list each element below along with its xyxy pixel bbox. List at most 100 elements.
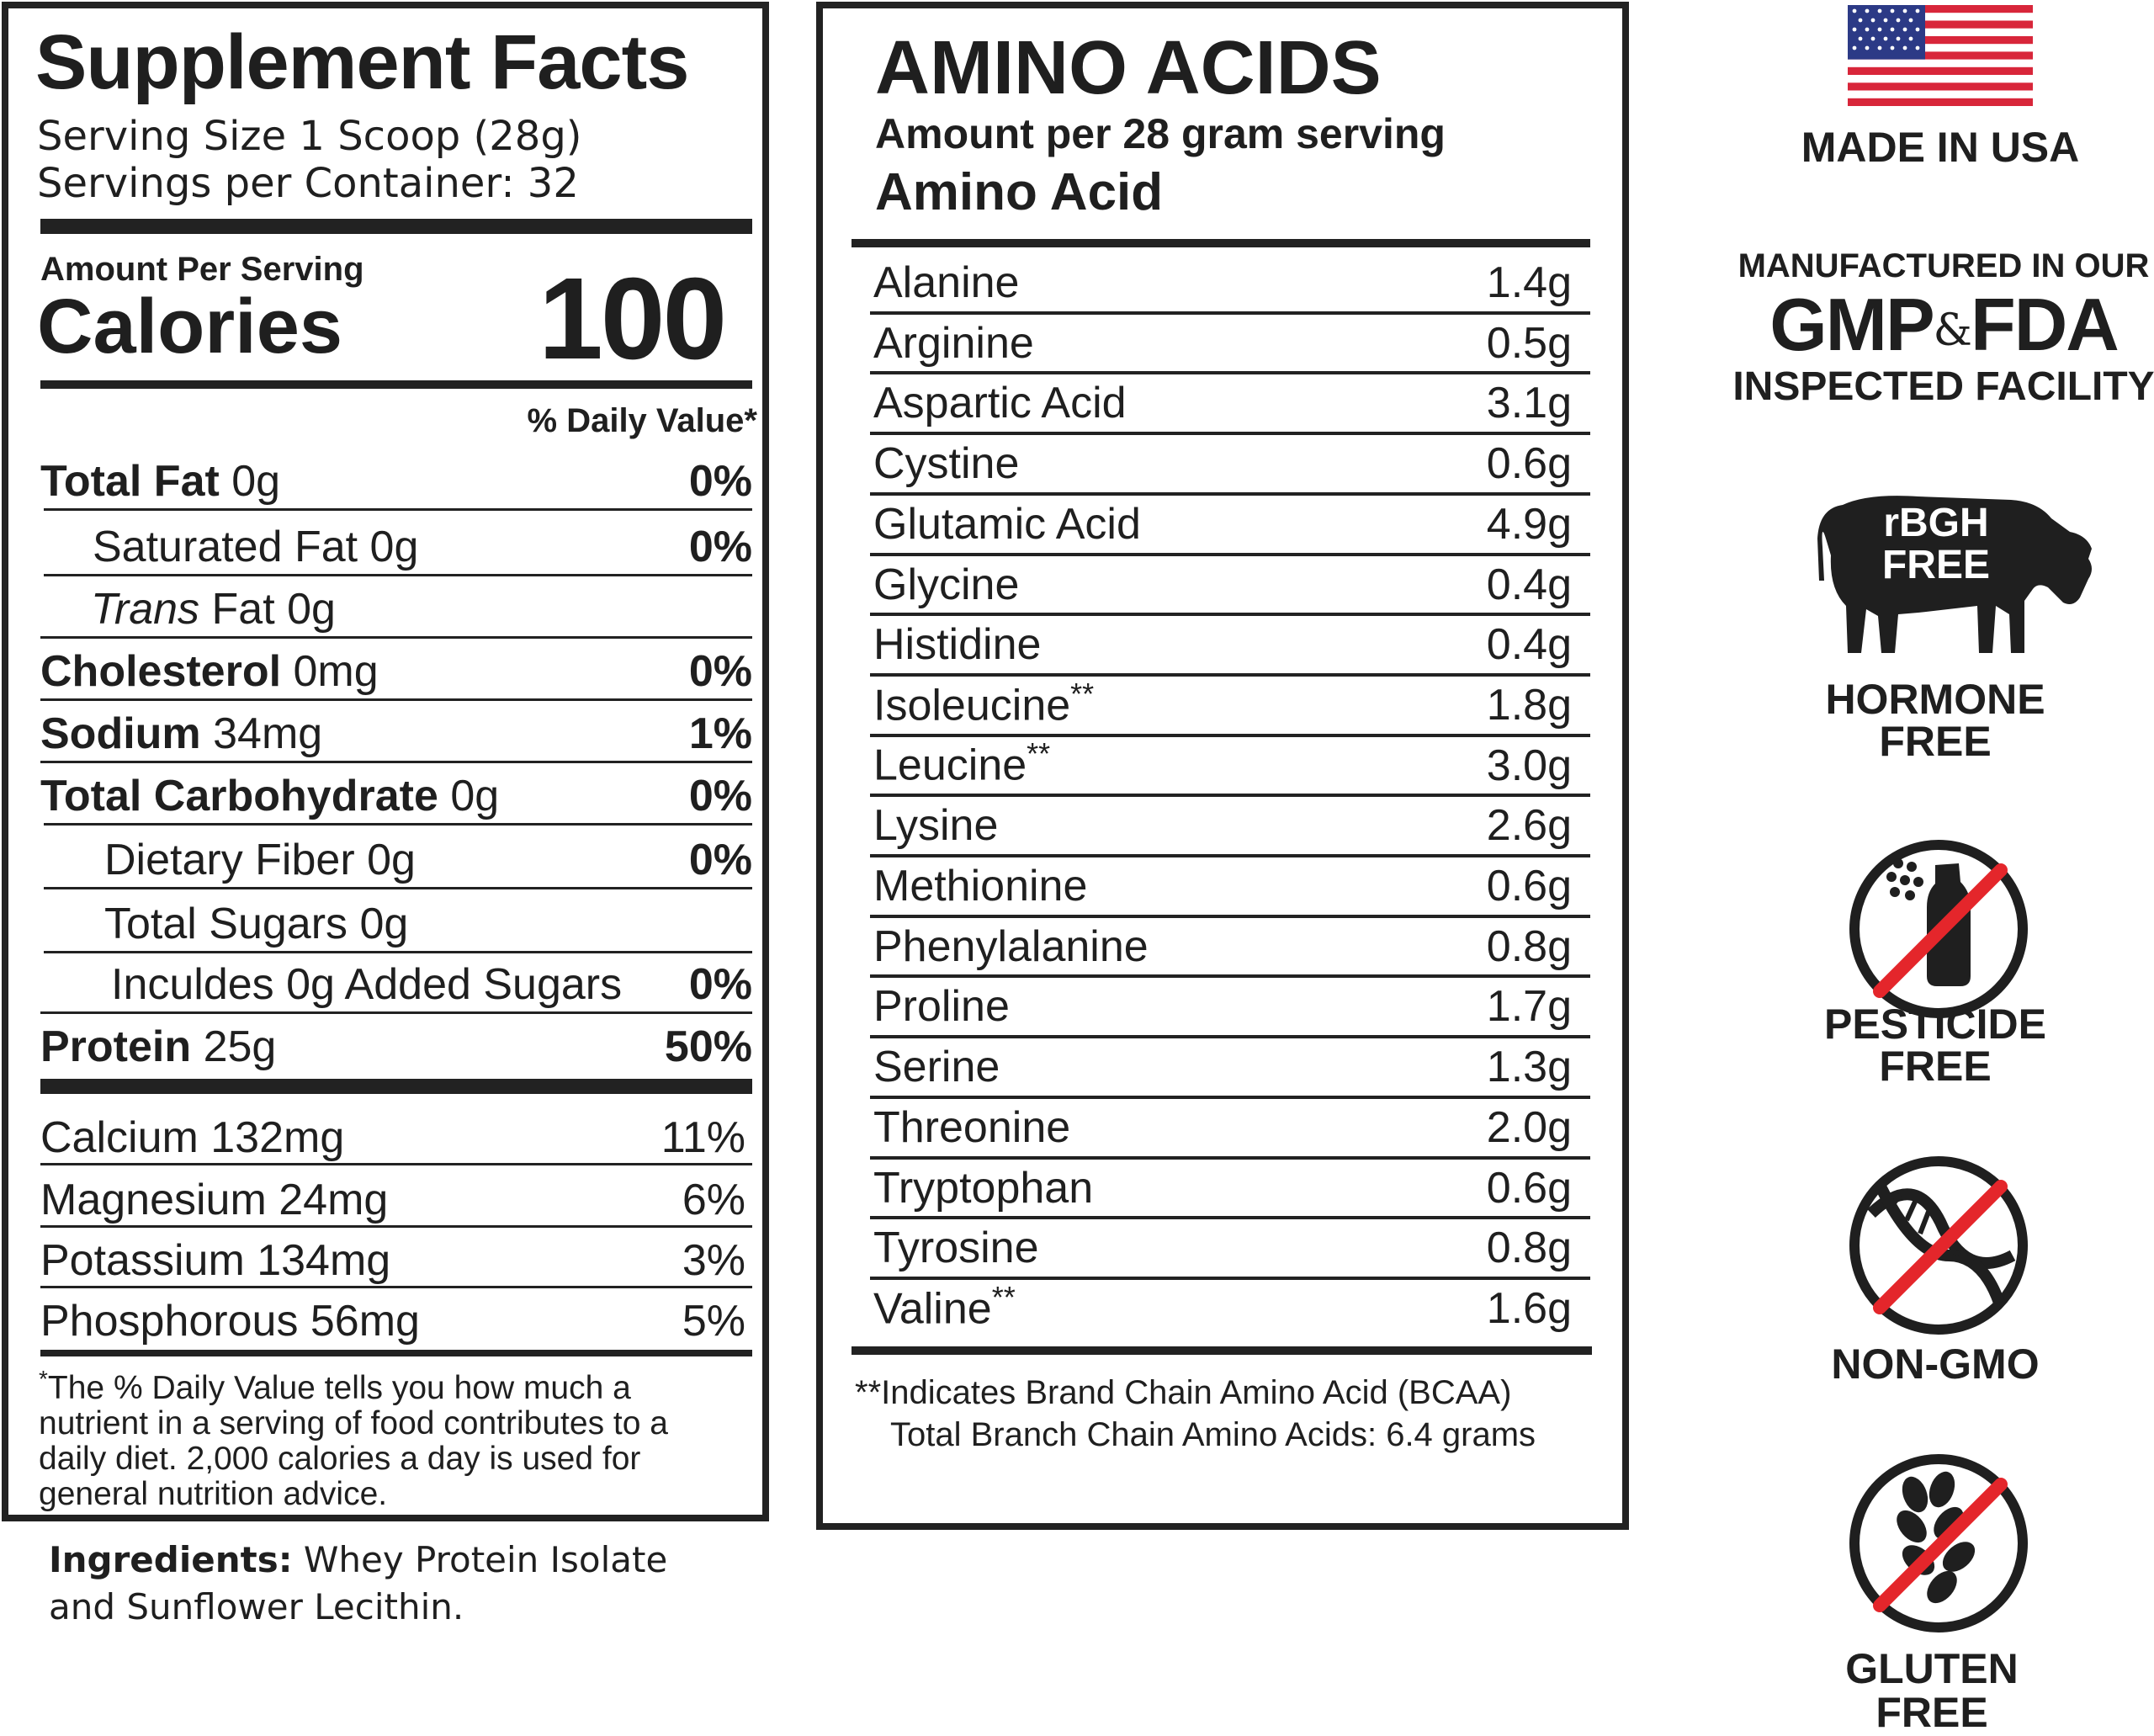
bcaa-marker: **: [991, 1279, 1016, 1314]
nutrient-amount: Total Sugars 0g: [104, 900, 409, 948]
amino-acid-amount: 1.3g: [1486, 1043, 1572, 1092]
calories-label: Calories: [37, 284, 343, 369]
amino-acid-name-cell: Aspartic Acid: [873, 381, 1127, 425]
us-flag-icon: [1848, 5, 2033, 106]
thick-divider: [40, 219, 752, 234]
row-divider: [40, 636, 752, 639]
amino-acids-panel: [816, 2, 1629, 1530]
thick-divider-2: [40, 1079, 752, 1094]
nutrient-daily-value: 0%: [688, 523, 752, 571]
amino-acid-name: Cystine: [873, 439, 1020, 489]
bcaa-note: **Indicates Brand Chain Amino Acid (BCAA…: [855, 1372, 1536, 1456]
amino-row-divider: [870, 1216, 1590, 1220]
nutrient-label: Total Carbohydrate 0g: [40, 774, 499, 818]
amino-row-divider: [870, 552, 1590, 556]
mineral-row: Phosphorous 56mg 5%: [40, 1286, 752, 1346]
amino-row-divider: [870, 914, 1590, 918]
gluten-free-line2: FREE: [1875, 1689, 1988, 1736]
amino-header-divider: [852, 239, 1590, 247]
amino-row-divider: [870, 974, 1590, 979]
nutrient-daily-value: 0%: [688, 960, 752, 1009]
nutrient-label: Cholesterol 0mg: [40, 650, 379, 693]
amino-acid-row: Isoleucine** 1.8g: [873, 675, 1572, 735]
cow-icon: [1817, 488, 2095, 665]
nutrient-label: Total Fat 0g: [40, 459, 280, 503]
row-divider: [40, 1163, 752, 1165]
footnote-text: The % Daily Value tells you how much a n…: [39, 1370, 668, 1512]
amino-acid-amount: 0.4g: [1486, 560, 1572, 609]
amino-row-divider: [870, 491, 1590, 496]
row-divider: [40, 761, 752, 763]
amino-row-divider: [870, 854, 1590, 857]
bcaa-marker: **: [1070, 676, 1095, 711]
amino-acid-name: Isoleucine: [873, 680, 1071, 730]
made-in-usa-label: MADE IN USA: [1801, 124, 2080, 171]
amino-acid-name-cell: Methionine: [873, 864, 1087, 908]
nutrient-amount: 34mg: [200, 709, 323, 758]
row-divider: [44, 887, 752, 889]
nutrient-label: Sodium 34mg: [40, 712, 322, 756]
pesticide-free-icon: [1848, 838, 2029, 1020]
amino-acid-name-cell: Threonine: [873, 1106, 1070, 1149]
bcaa-note-line1: **Indicates Brand Chain Amino Acid (BCAA…: [855, 1374, 1512, 1411]
nutrient-row: Protein 25g 50%: [40, 1010, 752, 1072]
amino-row-divider: [870, 613, 1590, 617]
amino-acid-row: Glycine 0.4g: [873, 555, 1572, 615]
nutrient-label: Saturated Fat 0g: [93, 525, 418, 569]
amino-acid-amount: 1.7g: [1486, 982, 1572, 1032]
amino-acid-row: Arginine 0.5g: [873, 313, 1572, 374]
amino-acid-name-cell: Alanine: [873, 261, 1019, 305]
amino-acid-row: Tyrosine 0.8g: [873, 1218, 1572, 1278]
mineral-daily-value: 6%: [682, 1176, 745, 1224]
supplement-facts-title: Supplement Facts: [35, 19, 689, 105]
ampersand-text: &: [1933, 305, 1972, 356]
inspected-facility-label: INSPECTED FACILITY: [1732, 364, 2154, 409]
amount-per-serving: Amount Per Serving: [40, 251, 364, 288]
servings-per-container: Servings per Container: 32: [37, 160, 579, 207]
rbgh-label-line2: FREE: [1881, 543, 1990, 587]
amino-acid-amount: 0.8g: [1486, 921, 1572, 971]
amino-acid-row: Aspartic Acid 3.1g: [873, 373, 1572, 433]
amino-acid-name: Histidine: [873, 620, 1042, 670]
nutrient-italic: Trans: [91, 585, 200, 634]
bcaa-marker: **: [1027, 736, 1051, 772]
nutrient-label: Trans Fat 0g: [91, 587, 336, 631]
amino-row-divider: [870, 432, 1590, 436]
amino-row-divider: [870, 672, 1590, 677]
row-divider: [40, 1286, 752, 1288]
serving-size: Serving Size 1 Scoop (28g): [37, 113, 582, 160]
pesticide-free-line1: PESTICIDE: [1824, 1001, 2046, 1048]
amino-acid-amount: 4.9g: [1486, 499, 1572, 549]
bottom-divider: [40, 1350, 752, 1356]
row-divider: [44, 951, 752, 953]
nutrient-amount: Dietary Fiber 0g: [104, 836, 416, 884]
nutrient-name: Total Fat: [40, 457, 220, 506]
amino-acid-name-cell: Tyrosine: [873, 1226, 1039, 1270]
amino-acid-amount: 0.6g: [1486, 1163, 1572, 1213]
amino-acid-column-header: Amino Acid: [875, 163, 1164, 221]
amino-acid-name: Phenylalanine: [873, 921, 1149, 971]
mineral-row: Potassium 134mg 3%: [40, 1225, 752, 1286]
amino-acid-row: Threonine 2.0g: [873, 1097, 1572, 1158]
nutrient-row: Cholesterol 0mg 0%: [40, 634, 752, 697]
amino-acid-row: Lysine 2.6g: [873, 795, 1572, 856]
nutrient-amount: 25g: [191, 1022, 277, 1071]
nutrient-row: Total Carbohydrate 0g 0%: [40, 759, 752, 821]
amino-acid-name: Methionine: [873, 862, 1088, 910]
gmp-text: GMP: [1769, 283, 1934, 366]
amino-acid-name-cell: Cystine: [873, 442, 1019, 486]
amino-row-divider: [870, 1035, 1590, 1039]
amino-acid-name-cell: Leucine**: [873, 736, 1051, 788]
rbgh-label-line1: rBGH: [1883, 501, 1989, 545]
row-divider: [40, 1225, 752, 1228]
amino-acid-amount: 3.1g: [1486, 379, 1572, 428]
footnote-mark: *: [39, 1366, 48, 1392]
amino-acid-name: Alanine: [873, 258, 1020, 307]
nutrient-row: Dietary Fiber 0g 0%: [40, 823, 752, 885]
fda-text: FDA: [1970, 283, 2120, 366]
row-divider: [40, 698, 752, 701]
amino-acid-row: Histidine 0.4g: [873, 614, 1572, 675]
amino-row-divider: [870, 311, 1590, 315]
mineral-label: Phosphorous 56mg: [40, 1297, 420, 1346]
amino-row-divider: [870, 1095, 1590, 1099]
